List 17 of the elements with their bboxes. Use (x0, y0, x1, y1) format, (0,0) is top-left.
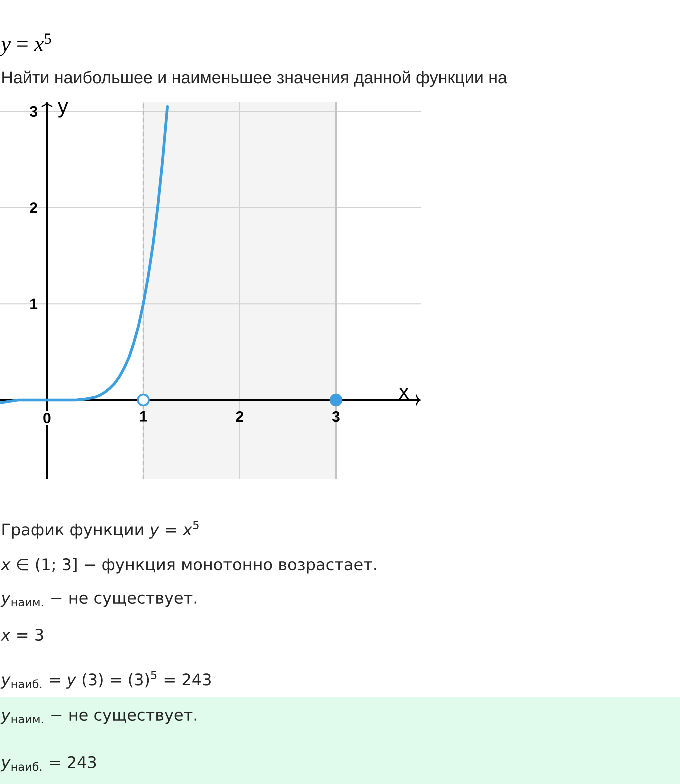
x-tick-label: 1 (140, 411, 148, 422)
x-tick-label: 0 (44, 412, 51, 424)
text: x ∈ (1; 3] − функция монотонно возрастает. (0, 558, 376, 574)
text: y$_{наиб.}$ = 243 (0, 756, 96, 772)
x-tick-label: 3 (332, 411, 340, 422)
y-tick-label: 3 (30, 106, 38, 118)
text: y$_{наиб.}$ = y (3) = (3)$^{5}$ = 243 (0, 671, 211, 689)
text: График функции y = x$^{5}$ (2, 521, 199, 539)
text: y$_{наим.}$ − не существует. (0, 594, 197, 608)
y-axis-title: y (58, 102, 68, 118)
y-tick-label: 1 (30, 298, 38, 310)
x-axis-title: x (399, 388, 410, 400)
text: x = 3 (0, 628, 44, 642)
text: y$_{наим.}$ − не существует. (0, 712, 197, 724)
chart-subtitle: Найти наибольшее и наименьшее значения данной функции на (2, 70, 508, 88)
y-tick-label: 2 (30, 202, 38, 214)
x-tick-label: 2 (236, 411, 244, 422)
